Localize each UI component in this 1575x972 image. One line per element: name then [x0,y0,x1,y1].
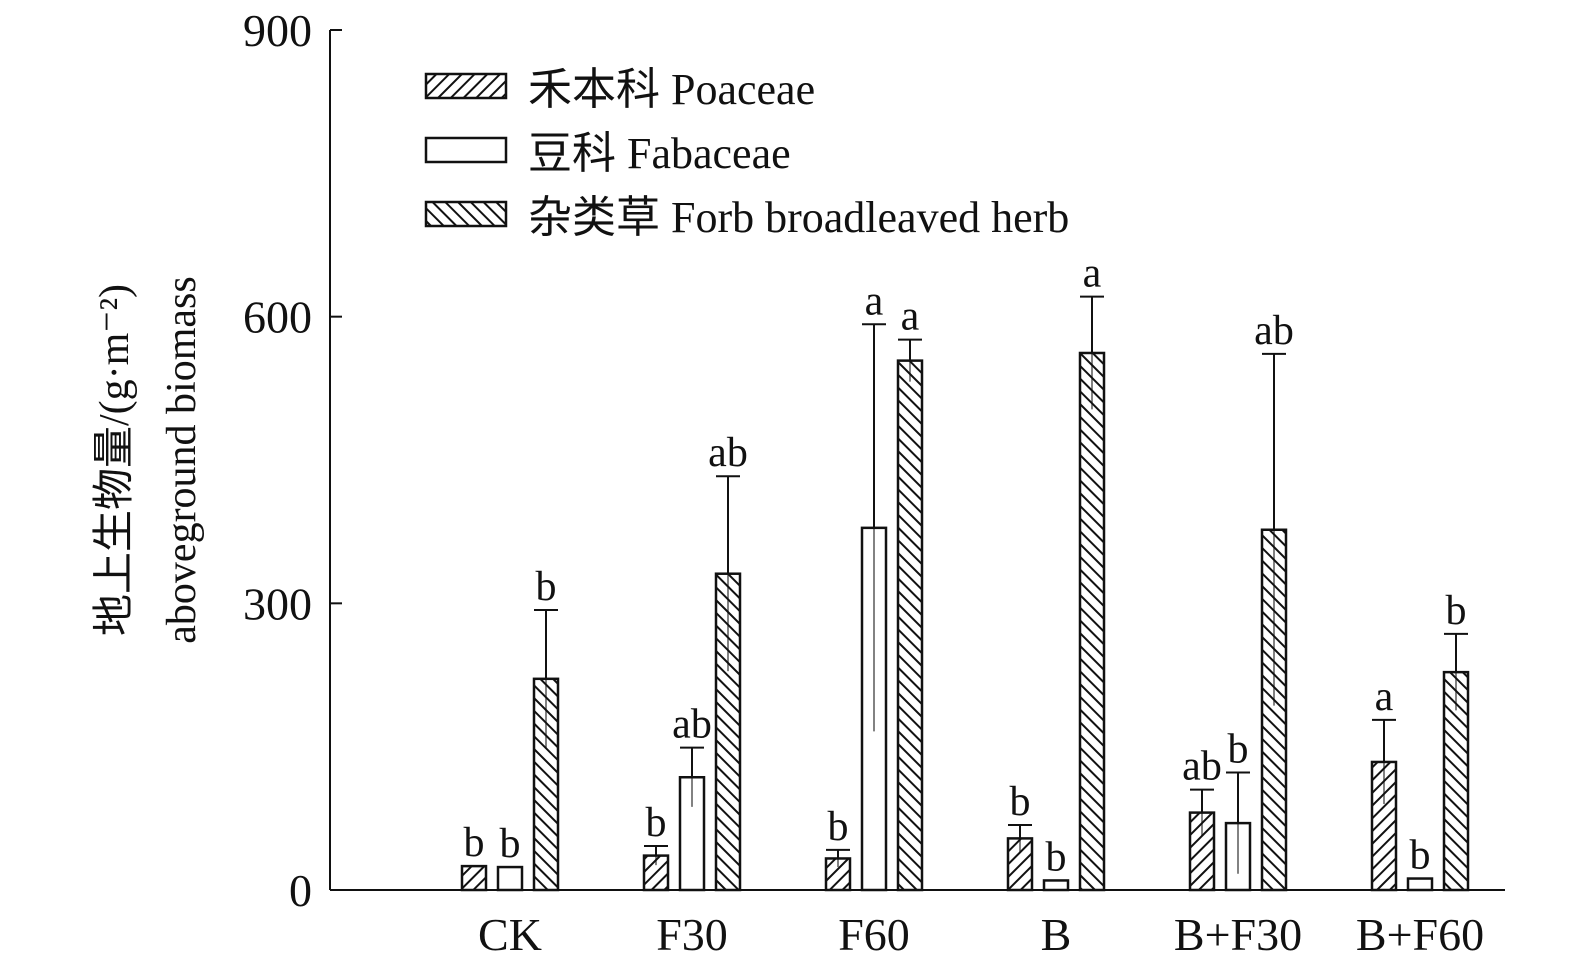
significance-letter: b [1228,726,1249,772]
legend-label-2: 豆科 Fabaceae [528,129,791,178]
legend-swatch-2 [424,136,508,164]
significance-letter: ab [708,430,748,476]
bar-2 [1406,877,1434,892]
bar-1 [460,864,488,892]
bar-3 [896,359,924,892]
significance-letter: b [1410,833,1431,879]
significance-letter: a [901,294,920,340]
x-tick-label: B [1041,909,1072,960]
significance-letter: ab [1254,308,1294,354]
significance-letter: a [1375,674,1394,720]
y-axis-label-en: aboveground biomass [159,276,205,643]
bar-3 [1260,528,1288,892]
y-axis-label: 地上生物量/(g·m⁻²) aboveground biomass [92,276,205,643]
y-tick-label: 600 [243,292,312,343]
significance-letter: b [464,820,485,866]
significance-letter: b [1010,779,1031,825]
x-tick-label: B+F60 [1356,909,1484,960]
x-tick-label: F30 [656,909,728,960]
significance-letter: b [1446,588,1467,634]
bar-2 [1042,879,1070,892]
significance-letter: b [828,804,849,850]
legend-swatch-1 [424,72,508,100]
x-tick-label: CK [478,909,542,960]
y-tick-label: 0 [289,865,312,916]
significance-letter: b [1046,834,1067,880]
y-tick-label: 300 [243,578,312,629]
significance-letter: ab [1182,744,1222,790]
significance-letter: a [1083,251,1102,297]
bar-3 [1078,351,1106,892]
legend-label-1: 禾本科 Poaceae [528,65,815,114]
y-axis-label-cn: 地上生物量/(g·m⁻²) [92,284,138,636]
significance-letter: ab [672,702,712,748]
bar-2 [496,865,524,892]
significance-letter: b [646,800,667,846]
y-tick-label: 900 [243,5,312,56]
legend-swatch-3 [424,200,508,228]
significance-letter: a [865,278,884,324]
significance-letter: b [536,564,557,610]
x-tick-label: B+F30 [1174,909,1302,960]
x-tick-label: F60 [838,909,910,960]
significance-letter: b [500,821,521,867]
legend-label-3: 杂类草 Forb broadleaved herb [528,193,1069,242]
